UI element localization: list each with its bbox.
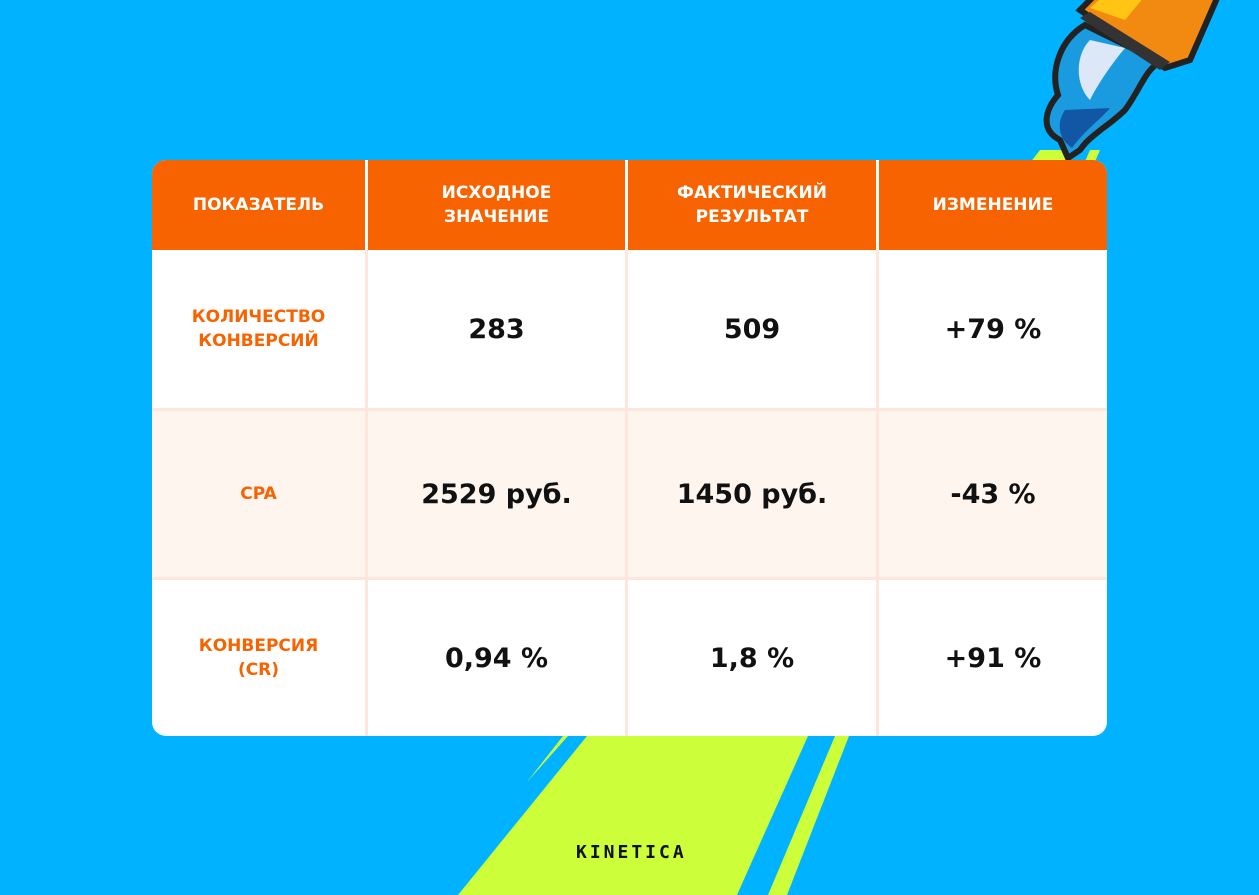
initial-cell: 2529 руб. [368, 411, 628, 577]
initial-cell: 283 [368, 250, 628, 408]
actual-cell: 1,8 % [628, 580, 879, 736]
lime-sliver [527, 736, 568, 782]
results-table: ПОКАЗАТЕЛЬ ИСХОДНОЕ ЗНАЧЕНИЕ ФАКТИЧЕСКИЙ… [152, 160, 1107, 736]
header-initial-text: ИСХОДНОЕ ЗНАЧЕНИЕ [441, 183, 552, 227]
table-row: CPA 2529 руб. 1450 руб. -43 % [152, 411, 1107, 580]
metric-cell: КОЛИЧЕСТВО КОНВЕРСИЙ [152, 250, 368, 408]
table-row: КОНВЕРСИЯ (CR) 0,94 % 1,8 % +91 % [152, 580, 1107, 736]
change-cell: -43 % [950, 478, 1036, 510]
change-cell: +79 % [944, 313, 1042, 345]
fountain-pen-icon [1043, 0, 1220, 163]
header-change: ИЗМЕНЕНИЕ [932, 195, 1054, 215]
metric-cell: КОНВЕРСИЯ (CR) [152, 580, 368, 736]
header-actual: ФАКТИЧЕСКИЙ РЕЗУЛЬТАТ [628, 160, 879, 250]
metric-cell: CPA [152, 411, 368, 577]
actual-cell: 1450 руб. [628, 411, 879, 577]
table-row: КОЛИЧЕСТВО КОНВЕРСИЙ 283 509 +79 % [152, 250, 1107, 411]
header-initial: ИСХОДНОЕ ЗНАЧЕНИЕ [368, 160, 628, 250]
change-cell: +91 % [944, 642, 1042, 674]
metric-text: КОЛИЧЕСТВО КОНВЕРСИЙ [191, 307, 326, 351]
actual-cell: 509 [628, 250, 879, 408]
initial-cell: 0,94 % [368, 580, 628, 736]
table-header: ПОКАЗАТЕЛЬ ИСХОДНОЕ ЗНАЧЕНИЕ ФАКТИЧЕСКИЙ… [152, 160, 1107, 250]
header-metric: ПОКАЗАТЕЛЬ [152, 160, 368, 250]
brand-logo: KINETICA [576, 842, 687, 863]
header-actual-text: ФАКТИЧЕСКИЙ РЕЗУЛЬТАТ [677, 183, 827, 227]
metric-text: КОНВЕРСИЯ (CR) [198, 636, 319, 680]
